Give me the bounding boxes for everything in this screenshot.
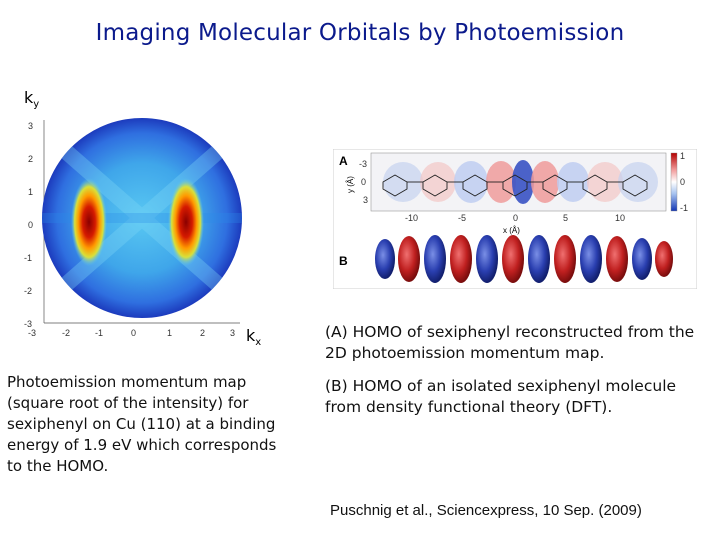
map-y-tick: -2 [24,286,32,296]
citation: Puschnig et al., Sciencexpress, 10 Sep. … [330,502,642,519]
panel-a-x-tick: -5 [458,213,466,223]
map-y-tick: 2 [28,154,33,164]
dft-orbital-lobes [375,235,673,283]
map-x-tick: -3 [28,328,36,338]
orbital-figure-panel: A y (Å) -3 0 3 -10 -5 0 5 10 x (Å) 1 0 -… [333,149,697,289]
map-x-tick: 2 [200,328,205,338]
momentum-disc [42,118,242,318]
panel-a-y-axis-label: y (Å) [346,176,355,193]
panel-a-x-tick: 0 [513,213,518,223]
panel-a-y-tick: 0 [361,177,366,187]
momentum-map-figure: 3 2 1 0 -1 -2 -3 -3 -2 -1 0 1 2 3 [24,118,242,338]
right-intensity-lobe [168,178,204,266]
molecule-backbone [382,174,648,197]
panel-b-label: B [339,254,348,268]
colorbar-tick: 1 [680,151,685,161]
ky-sub: y [33,99,40,111]
panel-a-x-tick: -10 [405,213,418,223]
map-y-tick: 3 [28,121,33,131]
kx-sub: x [255,337,262,349]
panel-a-x-tick: 10 [615,213,625,223]
map-y-tick: -1 [24,253,32,263]
map-x-tick: 3 [230,328,235,338]
map-y-tick: -3 [24,319,32,329]
panel-a-x-tick: 5 [563,213,568,223]
panel-a-y-tick: 3 [363,195,368,205]
map-x-tick: 1 [167,328,172,338]
panel-a-y-tick: -3 [359,159,367,169]
colorbar-tick: -1 [680,203,688,213]
kx-axis-label: kx [246,326,261,348]
caption-panel-a: (A) HOMO of sexiphenyl reconstructed fro… [325,323,695,362]
colorbar [670,152,678,212]
kx-base: k [246,326,256,345]
map-x-tick: -1 [95,328,103,338]
map-x-tick: 0 [131,328,136,338]
caption-momentum-map: Photoemission momentum map (square root … [7,373,277,475]
ky-base: k [24,88,34,107]
map-y-tick: 0 [28,220,33,230]
map-y-tick: 1 [28,187,33,197]
ky-axis-label: ky [24,88,39,110]
map-x-tick: -2 [62,328,70,338]
panel-a-label: A [339,154,348,168]
colorbar-tick: 0 [680,177,685,187]
page-title: Imaging Molecular Orbitals by Photoemiss… [95,20,625,46]
panel-a-x-axis-label: x (Å) [503,226,520,235]
left-intensity-lobe [71,178,107,266]
caption-panel-b: (B) HOMO of an isolated sexiphenyl molec… [325,377,677,416]
